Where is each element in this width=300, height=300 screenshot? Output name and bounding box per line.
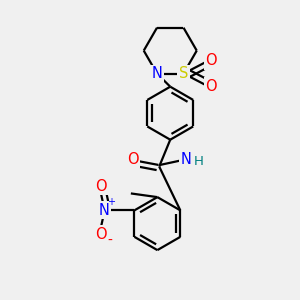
Text: O: O (127, 152, 139, 167)
Text: O: O (95, 179, 106, 194)
Text: S: S (179, 66, 188, 81)
Text: +: + (107, 197, 115, 207)
Text: N: N (152, 66, 162, 81)
Text: N: N (99, 203, 110, 218)
Text: N: N (180, 152, 191, 167)
Text: O: O (95, 227, 106, 242)
Text: H: H (194, 154, 203, 167)
Text: -: - (107, 234, 112, 248)
Text: O: O (205, 53, 217, 68)
Text: O: O (205, 79, 217, 94)
